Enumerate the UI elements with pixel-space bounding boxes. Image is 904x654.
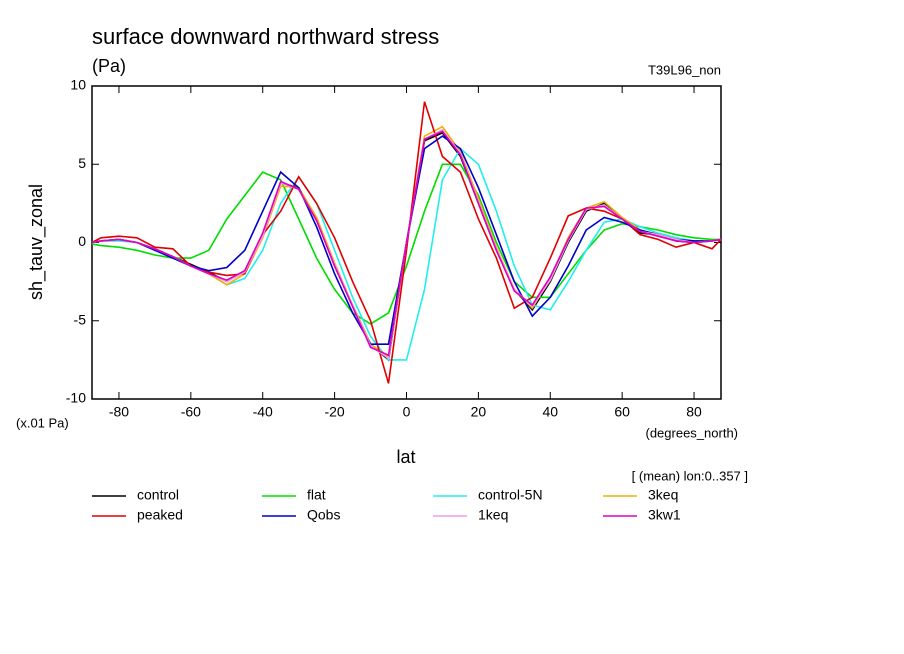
legend-label: 3keq	[648, 487, 678, 503]
x-tick-label: 80	[686, 404, 702, 420]
x-tick-label: -40	[253, 404, 273, 420]
y-tick-label: 5	[78, 155, 86, 171]
legend-label: control-5N	[478, 487, 543, 503]
legend-label: 1keq	[478, 507, 508, 523]
legend-label: flat	[307, 487, 326, 503]
note: [ (mean) lon:0..357 ]	[632, 468, 748, 483]
y-scale-note: (x.01 Pa)	[16, 415, 69, 430]
run-label: T39L96_non	[648, 62, 721, 77]
legend-label: peaked	[137, 507, 183, 523]
series-line	[91, 130, 722, 357]
y-axis-label: sh_tauv_zonal	[26, 184, 47, 300]
x-tick-label: 0	[403, 404, 411, 420]
x-tick-label: 20	[471, 404, 487, 420]
y-tick-label: 10	[70, 77, 86, 93]
units: (Pa)	[92, 56, 126, 76]
y-tick-label: -5	[74, 311, 87, 327]
y-tick-label: 0	[78, 233, 86, 249]
x-tick-label: -80	[109, 404, 129, 420]
x-units: (degrees_north)	[646, 425, 739, 440]
x-tick-label: 40	[542, 404, 558, 420]
y-tick-label: -10	[66, 390, 86, 406]
legend-label: control	[137, 487, 179, 503]
x-axis-label: lat	[396, 447, 415, 467]
legend-label: 3kw1	[648, 507, 681, 523]
legend-label: Qobs	[307, 507, 340, 523]
x-tick-label: -60	[181, 404, 201, 420]
x-tick-label: 60	[614, 404, 630, 420]
series-line	[91, 163, 721, 325]
x-tick-label: -20	[324, 404, 344, 420]
chart-title: surface downward northward stress	[92, 24, 439, 49]
